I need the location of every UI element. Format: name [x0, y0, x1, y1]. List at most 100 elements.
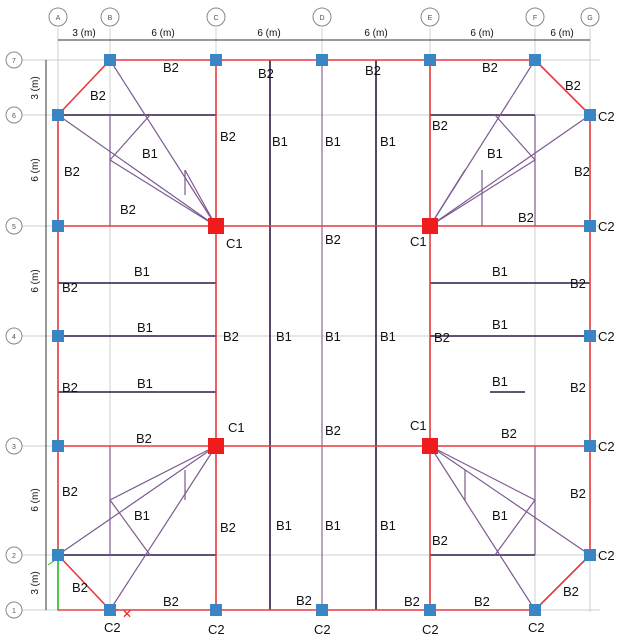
beam-label-b1: B1 [137, 376, 153, 391]
column-c2 [584, 330, 596, 342]
beam-label-b1: B1 [142, 146, 158, 161]
grid-bubble-label-a: A [56, 15, 61, 22]
column-c2 [529, 604, 541, 616]
column-label-c2: C2 [598, 109, 615, 124]
dimension-lines [45, 39, 590, 610]
beam-label-b2: B2 [474, 594, 490, 609]
grid-bubble-d [312, 7, 332, 27]
grid-bubble-label-f: F [533, 15, 537, 22]
dim-top-3: 6 (m) [257, 28, 280, 39]
beam-label-b2: B2 [501, 426, 517, 441]
beam-label-b2: B2 [518, 210, 534, 225]
column-c2 [104, 54, 116, 66]
beam-label-b1: B1 [325, 134, 341, 149]
grid-bubble-c [206, 7, 226, 27]
beam-label-b2: B2 [72, 580, 88, 595]
beam-label-b1: B1 [380, 134, 396, 149]
beam-label-b2: B2 [136, 431, 152, 446]
column-c2 [424, 54, 436, 66]
grid-bubble-2 [5, 546, 23, 564]
grid-bubble-4 [5, 327, 23, 345]
grid-bubble-6 [5, 106, 23, 124]
beam-label-b2: B2 [365, 63, 381, 78]
dim-left-1: 3 (m) [30, 76, 41, 99]
beam-label-b2: B2 [220, 520, 236, 535]
beam-label-b1: B1 [276, 329, 292, 344]
column-label-c2: C2 [598, 329, 615, 344]
column-label-c2: C2 [598, 548, 615, 563]
grid-bubble-label-d: D [319, 15, 324, 22]
column-label-c2: C2 [314, 622, 331, 637]
main-beams [57, 59, 591, 611]
dim-top-6: 6 (m) [550, 28, 573, 39]
grid-bubble-e [420, 7, 440, 27]
grid-bubble-label-e: E [428, 15, 433, 22]
beam-label-b1: B1 [380, 329, 396, 344]
columns-c2 [52, 54, 596, 616]
grid-bubble-f [525, 7, 545, 27]
grid-bubble-label-g: G [587, 15, 592, 22]
beam-label-b2: B2 [565, 78, 581, 93]
column-c2 [584, 109, 596, 121]
beam-label-b1: B1 [325, 329, 341, 344]
dim-top-2: 6 (m) [151, 28, 174, 39]
beam-label-b2: B2 [64, 164, 80, 179]
column-label-c2: C2 [598, 219, 615, 234]
beam-label-b1: B1 [492, 264, 508, 279]
grid-bubble-label-5: 5 [12, 224, 16, 231]
beam-b2-top-left-chamfer [57, 59, 111, 116]
grid-bubble-label-2: 2 [12, 553, 16, 560]
grid-bubble-1 [5, 601, 23, 619]
beam-label-b1: B1 [134, 508, 150, 523]
column-c2 [210, 604, 222, 616]
grid-bubble-5 [5, 217, 23, 235]
secondary-beams [58, 60, 590, 610]
dim-left-2: 6 (m) [30, 158, 41, 181]
beam-label-b1: B1 [487, 146, 503, 161]
grid-bubbles-left [5, 51, 23, 619]
column-c2 [584, 220, 596, 232]
beam-label-b1: B1 [492, 374, 508, 389]
beam-label-b2: B2 [434, 330, 450, 345]
beam-label-b1: B1 [272, 134, 288, 149]
beam-label-b2: B2 [120, 202, 136, 217]
beam-label-b1: B1 [276, 518, 292, 533]
column-c1 [208, 438, 224, 454]
column-c1 [422, 438, 438, 454]
beam-b2-top-right-chamfer [534, 59, 591, 116]
beam-label-b2: B2 [404, 594, 420, 609]
beam-label-b2: B2 [570, 486, 586, 501]
beam-label-b2: B2 [296, 593, 312, 608]
column-c1 [208, 218, 224, 234]
column-c2 [52, 549, 64, 561]
grid-bubble-g [580, 7, 600, 27]
beam-label-b1: B1 [492, 508, 508, 523]
svg-text:✕: ✕ [122, 607, 132, 621]
column-c2 [210, 54, 222, 66]
beam-label-b2: B2 [62, 484, 78, 499]
beam-label-b2: B2 [570, 380, 586, 395]
beam-b2-bottom-left-chamfer [57, 554, 111, 611]
grid-bubble-label-b: B [108, 15, 113, 22]
beam-label-b2: B2 [574, 164, 590, 179]
beam-label-b2: B2 [570, 276, 586, 291]
column-label-c2: C2 [208, 622, 225, 637]
dim-top-5: 6 (m) [470, 28, 493, 39]
grid-bubble-label-c: C [213, 15, 218, 22]
beam-b2-bottom-right-chamfer [534, 554, 591, 611]
column-c2 [104, 604, 116, 616]
dim-left-4: 6 (m) [30, 488, 41, 511]
column-label-c1: C1 [226, 236, 243, 251]
beam-label-b1: B1 [492, 317, 508, 332]
column-c2 [529, 54, 541, 66]
beam-label-b2: B2 [163, 594, 179, 609]
beam-label-b1: B1 [134, 264, 150, 279]
column-c2 [316, 604, 328, 616]
column-c2 [316, 54, 328, 66]
column-label-c2: C2 [104, 620, 121, 635]
dim-left-5: 3 (m) [30, 571, 41, 594]
grid-bubbles-top [48, 7, 600, 27]
dim-top-4: 6 (m) [364, 28, 387, 39]
beam-label-b2: B2 [62, 380, 78, 395]
column-label-c1: C1 [228, 420, 245, 435]
